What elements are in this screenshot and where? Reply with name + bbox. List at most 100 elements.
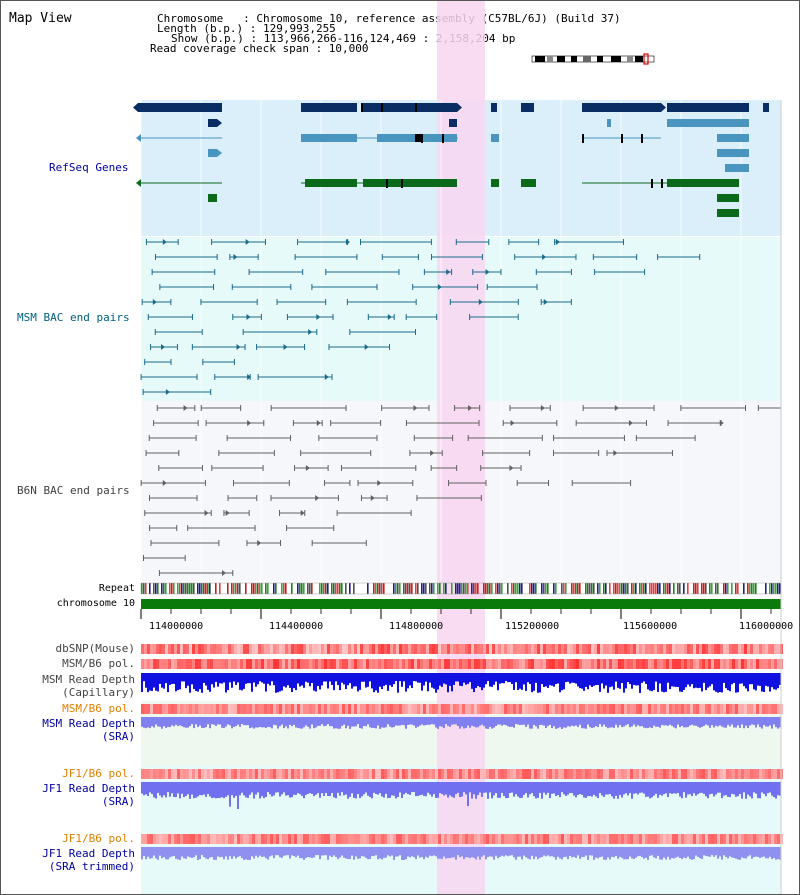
msm-sra-depth (611, 717, 613, 728)
highlight-region[interactable] (437, 1, 485, 894)
msm-pol-heat (723, 659, 726, 669)
msm-sra-depth (553, 717, 555, 727)
repeat-mark (467, 583, 469, 594)
msm-capillary-depth (583, 673, 585, 691)
dbsnp-heat (762, 644, 765, 654)
jf1-pol-heat-2 (315, 834, 318, 844)
jf1-pol-heat-2 (165, 834, 168, 844)
jf1-pol-heat (273, 769, 276, 779)
dbsnp-heat (399, 644, 402, 654)
jf1-pol-heat-2 (324, 834, 327, 844)
msm-pol-heat (585, 659, 588, 669)
repeat-mark (403, 583, 405, 594)
jf1-sra-depth (583, 782, 585, 798)
b6n-bac-arrow (719, 420, 724, 426)
msm-sra-depth (663, 717, 665, 726)
jf1-pol-heat-2 (618, 834, 621, 844)
jf1-trim-depth (657, 847, 659, 856)
msm-capillary-depth (553, 673, 555, 687)
msm-pol-heat (387, 659, 390, 669)
msm-capillary-depth (325, 673, 327, 682)
msm-pol-heat-2 (753, 704, 756, 714)
jf1-pol-heat (513, 769, 516, 779)
jf1-sra-depth (529, 782, 531, 795)
repeat-mark (717, 583, 719, 594)
msm-capillary-depth (281, 673, 283, 691)
msm-sra-depth (169, 717, 171, 728)
jf1-sra-depth (575, 782, 577, 798)
msm-pol-heat-2 (408, 704, 411, 714)
jf1-trim-depth (507, 847, 509, 857)
msm-pol-heat-2 (699, 704, 702, 714)
msm-pol-heat (354, 659, 357, 669)
jf1-pol-heat-2 (699, 834, 702, 844)
coverage-span-info: Read coverage check span : 10,000 (150, 42, 369, 55)
msm-sra-depth (765, 717, 767, 727)
chromosome-ideogram[interactable] (531, 53, 657, 65)
gene-exon-tick (582, 134, 584, 143)
page-title: Map View (9, 11, 72, 26)
msm-capillary-depth (617, 673, 619, 688)
jf1-trim-depth (511, 847, 513, 856)
dbsnp-heat (291, 644, 294, 654)
jf1-pol-heat-2 (225, 834, 228, 844)
repeat-mark (301, 583, 303, 594)
jf1-sra-depth (259, 782, 261, 799)
jf1-pol-heat (426, 769, 429, 779)
jf1-pol-heat (759, 769, 762, 779)
dbsnp-heat (540, 644, 543, 654)
jf1-sra-depth (653, 782, 655, 796)
repeat-mark (397, 583, 399, 594)
jf1-pol-heat (573, 769, 576, 779)
msm-sra-depth (219, 717, 221, 725)
msm-sra-depth (727, 717, 729, 725)
jf1-trim-depth (733, 847, 735, 858)
msm-sra-depth (731, 717, 733, 725)
msm-sra-depth (155, 717, 157, 725)
jf1-sra-depth (721, 782, 723, 799)
msm-pol-heat-2 (603, 704, 606, 714)
msm-pol-heat-2 (492, 704, 495, 714)
jf1-trim-depth (609, 847, 611, 860)
jf1-trim-depth (393, 847, 395, 860)
repeat-mark (423, 583, 425, 594)
msm-capillary-depth (347, 673, 349, 686)
jf1-sra-depth (539, 782, 541, 793)
jf1-pol-heat-2 (453, 834, 456, 844)
dbsnp-heat (534, 644, 537, 654)
msm-capillary-depth (393, 673, 395, 685)
msm-bac-arrow (316, 314, 321, 320)
dbsnp-heat (414, 644, 417, 654)
msm-sra-depth (269, 717, 271, 728)
jf1-trim-depth (225, 847, 227, 857)
jf1-pol-heat (735, 769, 738, 779)
jf1-trim-depth (231, 847, 233, 859)
dbsnp-heat (543, 644, 546, 654)
repeat-mark (253, 583, 255, 594)
jf1-sra-depth (697, 782, 699, 795)
dbsnp-heat (354, 644, 357, 654)
msm-sra-depth (289, 717, 291, 725)
jf1-pol-heat-2 (561, 834, 564, 844)
msm-pol-heat-2 (297, 704, 300, 714)
msm-capillary-depth (329, 673, 331, 682)
jf1-pol-heat (627, 769, 630, 779)
jf1-pol-heat (414, 769, 417, 779)
jf1-pol-heat-2 (210, 834, 213, 844)
msm-sra-depth (679, 717, 681, 728)
msm-capillary-depth (477, 673, 479, 687)
jf1-pol-heat-2 (285, 834, 288, 844)
msm-capillary-depth (365, 673, 367, 688)
gene-strand-arrow (136, 179, 141, 187)
jf1-pol-heat-2 (282, 834, 285, 844)
dbsnp-heat (759, 644, 762, 654)
jf1-pol-heat (729, 769, 732, 779)
msm-sra-depth (555, 717, 557, 729)
msm-pol-heat-2 (720, 704, 723, 714)
jf1-trim-depth (391, 847, 393, 856)
jf1-sra-depth (511, 782, 513, 793)
jf1-sra-depth (141, 782, 143, 794)
msm-sra-depth (275, 717, 277, 726)
dbsnp-heat (198, 644, 201, 654)
